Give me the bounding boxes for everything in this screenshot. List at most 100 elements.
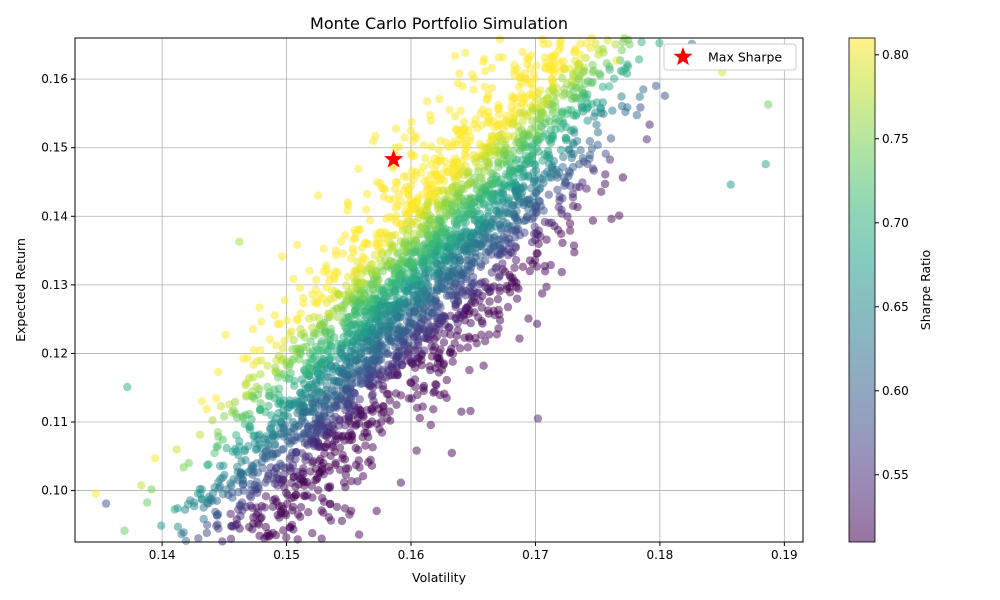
point bbox=[287, 327, 296, 336]
point bbox=[552, 83, 561, 93]
point bbox=[636, 103, 645, 112]
point bbox=[447, 344, 456, 353]
point bbox=[342, 386, 351, 395]
point bbox=[588, 216, 598, 225]
point bbox=[587, 78, 596, 88]
point bbox=[360, 327, 370, 337]
point bbox=[341, 415, 350, 424]
point bbox=[474, 215, 483, 225]
point bbox=[402, 200, 411, 209]
y-tick-label: 0.15 bbox=[41, 141, 68, 155]
point bbox=[301, 385, 310, 394]
point bbox=[308, 399, 317, 409]
point bbox=[600, 179, 610, 189]
point bbox=[514, 82, 524, 92]
point bbox=[296, 503, 306, 512]
point bbox=[479, 361, 488, 370]
point bbox=[475, 194, 485, 203]
point bbox=[554, 225, 563, 235]
point bbox=[333, 312, 342, 322]
point bbox=[379, 402, 388, 411]
point bbox=[420, 211, 429, 220]
point bbox=[216, 402, 226, 411]
point bbox=[429, 405, 438, 414]
point bbox=[437, 316, 447, 326]
point bbox=[378, 247, 387, 256]
point bbox=[482, 248, 491, 257]
point bbox=[531, 229, 541, 238]
point bbox=[562, 134, 571, 143]
point bbox=[241, 380, 250, 390]
point bbox=[313, 191, 323, 200]
scatter-points bbox=[91, 33, 773, 546]
point bbox=[557, 209, 566, 218]
point bbox=[356, 263, 365, 272]
point bbox=[422, 97, 432, 106]
point bbox=[396, 478, 406, 487]
point bbox=[570, 248, 579, 257]
point bbox=[336, 237, 346, 246]
point bbox=[363, 420, 373, 429]
point bbox=[312, 329, 322, 338]
point bbox=[341, 470, 350, 480]
point bbox=[482, 191, 491, 200]
point bbox=[557, 267, 566, 277]
point bbox=[300, 492, 309, 501]
point bbox=[599, 48, 608, 57]
point bbox=[421, 294, 431, 303]
point bbox=[324, 309, 333, 318]
point bbox=[252, 488, 262, 498]
point bbox=[540, 150, 549, 159]
point bbox=[312, 275, 321, 285]
point bbox=[299, 401, 308, 410]
point bbox=[544, 173, 554, 182]
point bbox=[462, 143, 472, 152]
point bbox=[367, 355, 377, 365]
point bbox=[590, 112, 599, 121]
point bbox=[486, 287, 495, 296]
point bbox=[477, 330, 486, 339]
point bbox=[540, 261, 549, 271]
point bbox=[375, 424, 384, 434]
point bbox=[387, 231, 397, 240]
point bbox=[340, 455, 350, 464]
point bbox=[496, 175, 505, 184]
point bbox=[385, 371, 394, 380]
point bbox=[249, 346, 258, 355]
point bbox=[419, 253, 428, 263]
point bbox=[482, 218, 491, 227]
point bbox=[377, 417, 386, 426]
point bbox=[308, 493, 317, 502]
point bbox=[240, 447, 249, 456]
point bbox=[363, 189, 372, 199]
point bbox=[570, 128, 579, 137]
point bbox=[365, 216, 375, 225]
point bbox=[379, 184, 388, 193]
point bbox=[547, 218, 556, 227]
point bbox=[411, 236, 420, 246]
point bbox=[495, 220, 505, 229]
point bbox=[447, 201, 457, 210]
point bbox=[534, 239, 543, 249]
point bbox=[465, 247, 474, 256]
point bbox=[555, 196, 564, 205]
point bbox=[220, 470, 229, 480]
point bbox=[576, 39, 585, 48]
point bbox=[353, 477, 362, 486]
point bbox=[407, 217, 416, 226]
point bbox=[536, 101, 546, 110]
point bbox=[358, 278, 368, 287]
point bbox=[541, 96, 551, 105]
point bbox=[586, 43, 595, 53]
point bbox=[441, 198, 450, 207]
point bbox=[468, 70, 477, 79]
point bbox=[266, 463, 275, 472]
point bbox=[637, 37, 646, 47]
point bbox=[308, 389, 317, 398]
point bbox=[612, 56, 621, 65]
point bbox=[558, 238, 567, 248]
point bbox=[554, 168, 564, 177]
point bbox=[280, 296, 289, 305]
point bbox=[576, 146, 585, 155]
point bbox=[606, 134, 616, 143]
